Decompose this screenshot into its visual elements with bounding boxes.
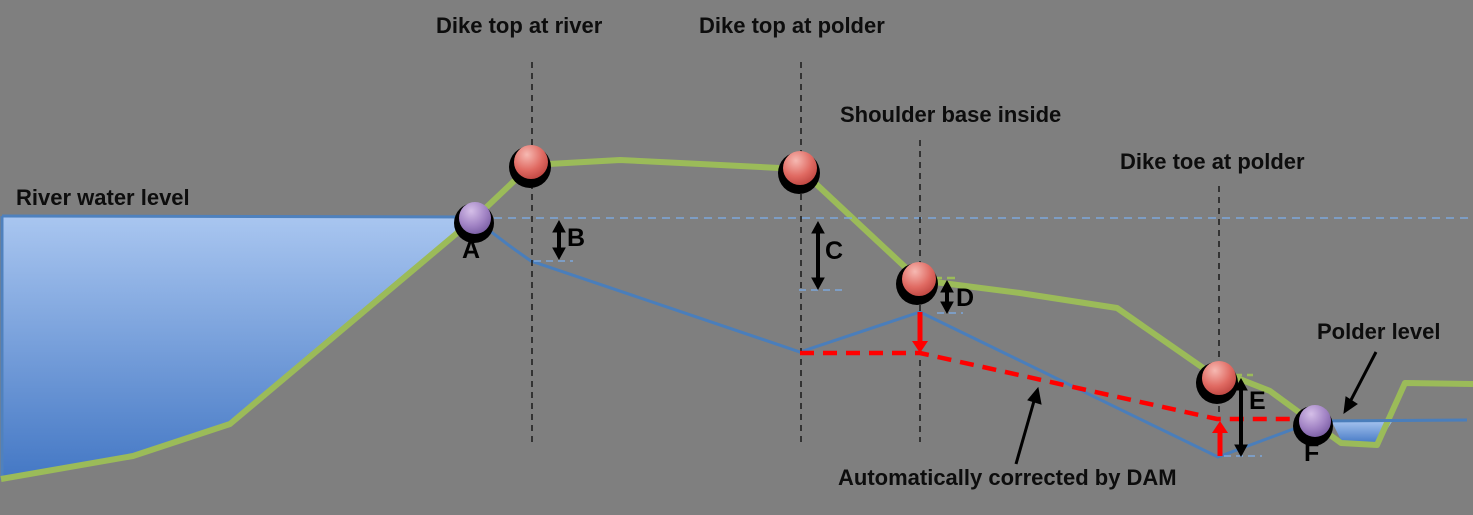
point-label-c: C	[825, 237, 844, 265]
point-label-d: D	[956, 284, 975, 312]
red-correction-arrow-down	[912, 312, 928, 353]
label-river-water-level: River water level	[16, 185, 190, 210]
point-label-a: A	[462, 236, 481, 264]
label-dike-top-at-polder: Dike top at polder	[699, 13, 885, 38]
marker-dike-top-polder	[778, 151, 820, 194]
label-dike-toe-at-polder: Dike toe at polder	[1120, 149, 1305, 174]
label-polder-level: Polder level	[1317, 319, 1441, 344]
corrected-phreatic-dashed-line	[800, 350, 1311, 422]
dam-note-arrow	[1014, 386, 1042, 465]
label-shoulder-base-inside: Shoulder base inside	[840, 102, 1062, 127]
point-label-b: B	[567, 224, 586, 252]
river-water-fill	[3, 216, 474, 481]
measure-arrow-b	[552, 219, 566, 261]
dike-surface-profile	[0, 157, 1473, 482]
point-label-e: E	[1249, 387, 1266, 415]
polder-level-arrow	[1343, 351, 1378, 415]
marker-dike-top-river	[509, 145, 551, 188]
label-dike-top-at-river: Dike top at river	[436, 13, 603, 38]
red-correction-arrow-up	[1212, 421, 1228, 456]
measure-arrow-c	[811, 220, 825, 291]
river-water-surface-line	[1, 214, 475, 219]
point-label-f: F	[1304, 439, 1320, 467]
marker-f-purple	[1293, 405, 1333, 446]
marker-a-purple	[454, 202, 494, 243]
marker-dike-toe	[1196, 361, 1238, 404]
measure-arrow-e	[1234, 377, 1248, 458]
measure-arrow-d	[940, 279, 954, 315]
marker-shoulder-base	[896, 262, 938, 305]
label-dam-note: Automatically corrected by DAM	[838, 465, 1177, 490]
